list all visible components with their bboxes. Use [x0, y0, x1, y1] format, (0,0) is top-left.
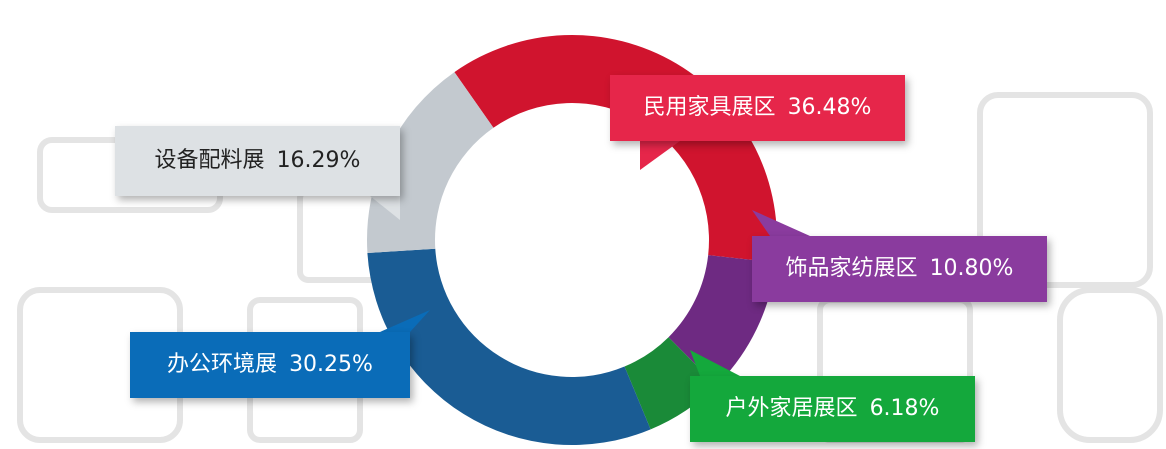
label-box: [130, 332, 410, 398]
donut-slice: [624, 337, 717, 430]
data-label: 饰品家纺展区 10.80%: [786, 256, 1014, 281]
data-label: 设备配料展 16.29%: [155, 148, 361, 173]
donut-slice: [367, 248, 651, 445]
value-label: 36.48%: [788, 95, 872, 120]
donut-slice: [454, 34, 777, 263]
category-name: 户外家居展区: [726, 396, 858, 421]
category-name: 设备配料展: [155, 148, 265, 173]
category-name: 民用家具展区: [644, 95, 776, 120]
label-box: [752, 236, 1047, 302]
label-box: [610, 75, 905, 141]
label-pointer: [380, 310, 430, 332]
category-name: 办公环境展: [167, 352, 277, 377]
value-label: 10.80%: [930, 256, 1014, 281]
value-label: 6.18%: [870, 396, 940, 421]
label-pointer: [752, 210, 810, 236]
value-label: 30.25%: [289, 352, 373, 377]
category-name: 饰品家纺展区: [786, 256, 918, 281]
label-pointer: [640, 141, 680, 170]
data-label: 户外家居展区 6.18%: [726, 396, 940, 421]
label-box: [115, 126, 400, 196]
value-label: 16.29%: [277, 148, 361, 173]
data-label: 办公环境展 30.25%: [167, 352, 373, 377]
label-pointer: [690, 350, 740, 376]
label-box: [690, 376, 975, 442]
data-label: 民用家具展区 36.48%: [644, 95, 872, 120]
label-pointer: [370, 196, 400, 220]
